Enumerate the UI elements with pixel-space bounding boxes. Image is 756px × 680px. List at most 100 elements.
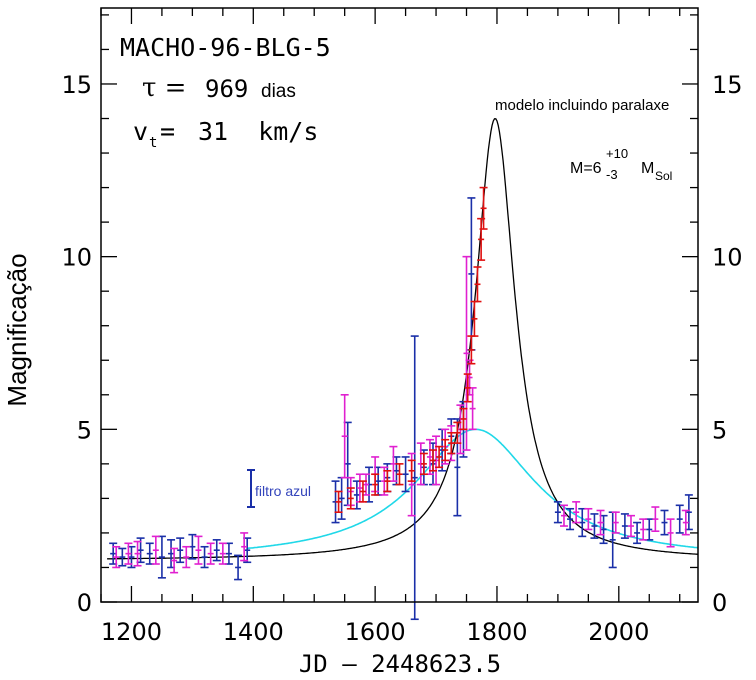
vt-subscript: t [149,135,157,151]
point-azul-41 [675,504,684,534]
point-magenta-27 [559,504,568,527]
mass-prefix: M=6 [570,160,602,177]
point-azul-7 [176,537,185,564]
point-vermelho-2 [358,480,367,503]
x-tick-label: 2000 [588,618,649,646]
x-axis-label: JD – 2448623.5 [299,650,501,678]
axis-ticks: 1200 1400 1600 1800 2000 0 0 5 5 10 10 15 15 [61,8,743,646]
point-vermelho-5 [395,463,404,486]
point-azul-37 [620,513,629,539]
point-magenta-5 [182,545,191,569]
point-azul-18 [365,466,374,503]
data-points [109,186,693,621]
point-magenta-34 [651,506,660,533]
vt-symbol: v [133,117,148,146]
point-vermelho-17 [473,266,482,303]
point-vermelho-19 [479,186,488,230]
point-magenta-9 [240,532,249,562]
point-magenta-7 [206,542,215,565]
point-azul-5 [157,535,166,579]
y-tick-label-left: 15 [61,71,92,99]
y-axis-label: Magnificação [2,253,32,406]
point-azul-40 [660,509,669,536]
y-tick-label-right: 5 [712,416,727,444]
point-magenta-19 [425,438,434,476]
y-tick-label-right: 10 [712,244,743,272]
tau-unit: dias [261,81,296,102]
point-azul-31 [553,501,562,524]
point-magenta-0 [112,545,121,569]
point-magenta-36 [681,509,690,536]
point-azul-13 [243,537,252,564]
y-tick-label-left: 0 [77,589,92,617]
point-vermelho-8 [429,449,438,472]
point-azul-38 [633,521,642,545]
mass-subscript: -3 [606,167,618,182]
point-azul-32 [566,507,575,531]
point-vermelho-18 [477,217,486,261]
point-magenta-28 [572,501,581,524]
point-azul-33 [578,507,587,538]
tau-symbol: τ = [142,73,186,103]
point-vermelho-3 [371,473,380,496]
point-magenta-2 [133,540,142,567]
point-magenta-8 [218,542,227,565]
point-azul-23 [410,335,419,621]
point-vermelho-11 [447,431,456,455]
y-tick-label-left: 5 [77,416,92,444]
point-magenta-31 [611,511,620,534]
y-tick-label-right: 0 [712,589,727,617]
parallax-model-label: modelo incluindo paralaxe [495,97,669,114]
x-tick-label: 1200 [101,618,162,646]
point-magenta-24 [462,255,471,451]
point-vermelho-10 [441,438,450,462]
point-magenta-29 [584,507,593,531]
vt-value: 31 km/s [198,117,318,146]
point-vermelho-9 [435,445,444,469]
point-magenta-6 [194,535,203,565]
chart-title: MACHO-96-BLG-5 [120,33,331,62]
point-vermelho-13 [459,407,468,431]
point-azul-4 [145,542,154,565]
point-magenta-32 [626,514,635,538]
point-azul-1 [118,547,127,567]
model-curves [107,118,699,560]
point-azul-34 [590,513,599,539]
point-vermelho-4 [383,469,392,493]
point-azul-8 [188,533,197,560]
point-azul-12 [234,554,243,581]
point-magenta-3 [151,535,160,565]
point-vermelho-7 [419,452,428,476]
y-tick-label-left: 10 [61,244,92,272]
x-tick-label: 1600 [345,618,406,646]
point-azul-14 [331,480,340,524]
y-tick-label-right: 15 [712,71,743,99]
x-tick-label: 1800 [466,618,527,646]
vt-equals: = [160,117,175,146]
blue-filter-label: filtro azul [255,483,311,499]
mass-superscript: +10 [606,146,628,161]
point-magenta-35 [666,518,675,548]
point-vermelho-0 [334,490,343,514]
point-azul-11 [224,542,233,565]
point-magenta-4 [170,547,179,574]
parallax-model-curve [107,118,699,560]
mass-unit: M [641,160,654,177]
mass-unit-subscript: Sol [655,169,672,183]
x-tick-label: 1400 [223,618,284,646]
point-magenta-1 [124,542,133,565]
point-vermelho-6 [407,459,416,482]
point-magenta-30 [596,509,605,536]
point-magenta-33 [639,518,648,541]
point-vermelho-14 [463,373,472,403]
point-azul-9 [200,545,209,569]
point-magenta-16 [389,445,398,482]
point-vermelho-1 [346,487,355,510]
point-azul-39 [645,518,654,541]
tau-value: 969 [205,75,248,103]
point-magenta-15 [380,466,389,496]
point-azul-10 [212,539,221,562]
point-vermelho-12 [453,421,462,444]
plot-frame [100,7,699,603]
